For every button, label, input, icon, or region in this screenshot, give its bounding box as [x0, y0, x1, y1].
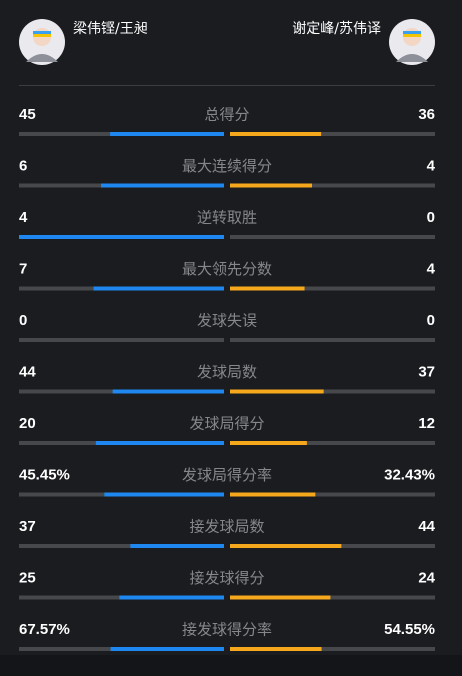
stat-label: 最大连续得分: [182, 157, 272, 175]
stat-left-value: 45.45%: [19, 466, 70, 483]
stat-left-value: 25: [19, 569, 36, 586]
bar-right: [230, 492, 316, 497]
player-right: 谢定峰/苏伟译: [292, 21, 381, 37]
stat-right-value: 54.55%: [384, 621, 435, 638]
bar-right: [230, 647, 322, 651]
stat-left-value: 7: [19, 260, 27, 277]
stat-label: 发球局数: [197, 363, 257, 381]
bar-left: [119, 595, 224, 600]
bar-left: [110, 647, 224, 651]
bar-right: [230, 389, 324, 394]
bottom-strip: [0, 655, 462, 676]
bar-track-right: [230, 338, 435, 342]
stat-left-value: 45: [19, 106, 36, 123]
bar-track-right: [230, 389, 435, 394]
stat-left-value: 6: [19, 157, 27, 174]
bar-track-right: [230, 286, 435, 291]
bar-track-right: [230, 647, 435, 651]
bar-track-right: [230, 235, 435, 239]
bar-track-right: [230, 132, 435, 136]
avatar-right[interactable]: [389, 19, 435, 65]
stat-left-value: 44: [19, 363, 36, 380]
stat-label: 接发球得分率: [182, 621, 272, 639]
bar-left: [130, 544, 224, 548]
bar-track-left: [19, 338, 224, 342]
bar-track-left: [19, 544, 224, 548]
bar-right: [230, 544, 342, 548]
stat-left-value: 4: [19, 209, 28, 226]
stat-left-value: 0: [19, 312, 27, 329]
bar-left: [104, 492, 224, 497]
bar-left: [110, 132, 224, 136]
bar-track-right: [230, 595, 435, 600]
stat-right-value: 0: [427, 209, 435, 226]
bar-right: [230, 441, 307, 445]
stat-right-value: 4: [427, 157, 436, 174]
avatar-left[interactable]: [19, 19, 65, 65]
stat-right-value: 32.43%: [384, 466, 435, 483]
stat-left-value: 37: [19, 518, 36, 535]
bar-left: [19, 235, 224, 239]
stat-left-value: 67.57%: [19, 621, 70, 638]
bar-track-right: [230, 183, 435, 188]
stat-label: 总得分: [204, 106, 249, 124]
stat-label: 接发球局数: [189, 518, 264, 536]
bar-left: [93, 286, 224, 291]
stat-right-value: 12: [418, 415, 435, 432]
bar-track-right: [230, 492, 435, 497]
player-left: 梁伟铿/王昶: [73, 21, 148, 37]
bar-left: [112, 389, 224, 394]
stat-right-value: 37: [418, 363, 435, 380]
stat-label: 发球局得分率: [182, 466, 272, 484]
stat-right-value: 24: [418, 569, 435, 586]
stat-label: 最大领先分数: [182, 260, 272, 278]
bar-left: [101, 183, 224, 188]
stat-left-value: 20: [19, 415, 36, 432]
bar-right: [230, 132, 322, 136]
stat-label: 逆转取胜: [197, 209, 257, 227]
stat-label: 发球局得分: [189, 415, 264, 433]
bar-right: [230, 286, 305, 291]
stat-right-value: 0: [427, 312, 435, 329]
bar-right: [230, 595, 331, 600]
stat-right-value: 36: [418, 106, 435, 123]
stat-label: 发球失误: [197, 312, 257, 330]
stat-right-value: 44: [418, 518, 435, 535]
stat-right-value: 4: [427, 260, 436, 277]
bar-track-right: [230, 441, 435, 445]
stat-label: 接发球得分: [189, 569, 264, 587]
bar-right: [230, 183, 312, 188]
bar-left: [95, 441, 224, 445]
